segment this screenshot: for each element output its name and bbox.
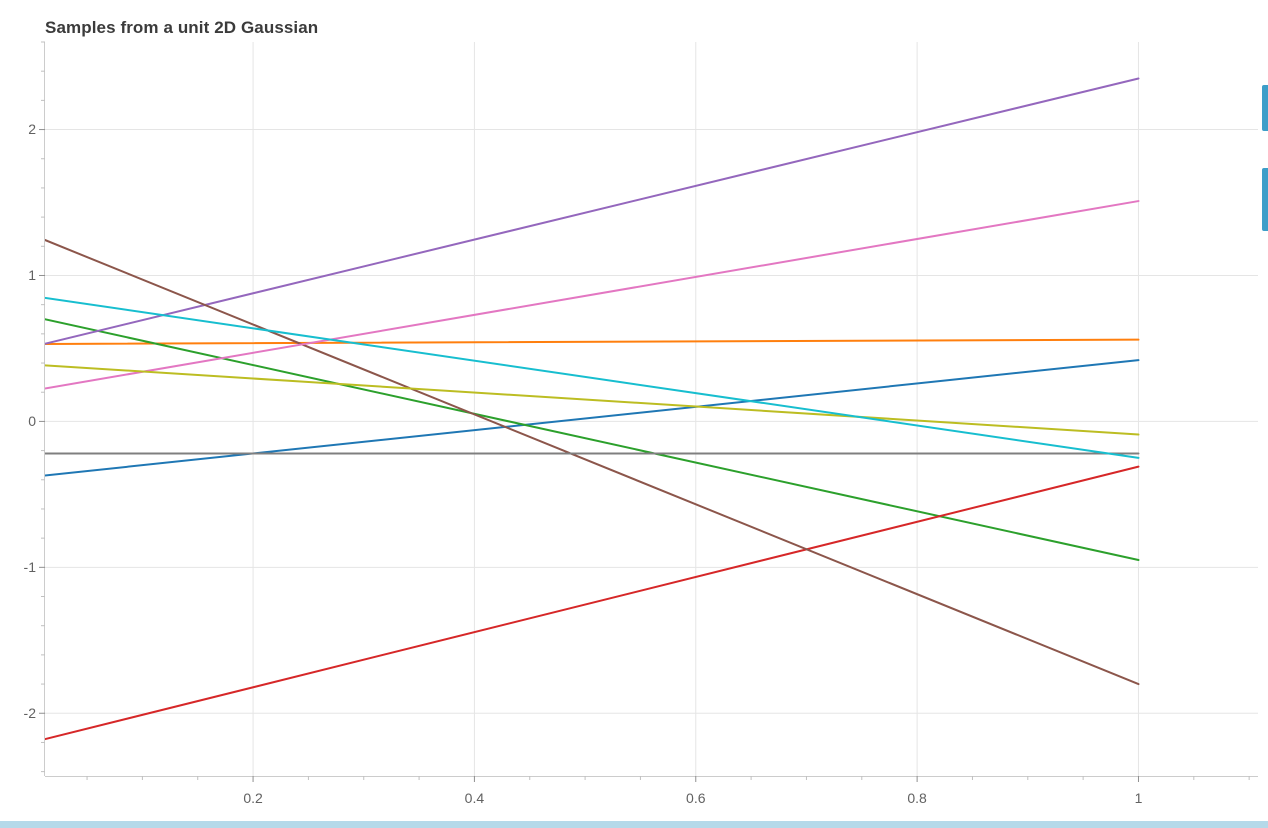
y-tick-label: 2 — [28, 121, 36, 137]
x-tick-label: 1 — [1135, 790, 1143, 806]
series-group — [45, 77, 1140, 741]
horizontal-scrollbar[interactable] — [0, 821, 1268, 828]
series-line-sample-02 — [45, 338, 1140, 346]
x-tick-label: 0.6 — [686, 790, 706, 806]
x-tick-label: 0.4 — [465, 790, 485, 806]
y-tick-label: -2 — [24, 705, 37, 721]
toolbar-button-top[interactable] — [1262, 85, 1268, 131]
series-line-sample-06 — [45, 238, 1140, 686]
chart-title: Samples from a unit 2D Gaussian — [45, 18, 319, 37]
toolbar-button-bottom[interactable] — [1262, 168, 1268, 231]
series-line-sample-04 — [45, 465, 1140, 741]
y-tick-label: 1 — [28, 267, 36, 283]
y-tick-label: 0 — [28, 413, 36, 429]
x-tick-label: 0.2 — [243, 790, 263, 806]
series-line-sample-05 — [45, 77, 1140, 345]
series-line-sample-01 — [45, 359, 1140, 477]
series-line-sample-09 — [45, 364, 1140, 436]
x-tick-label: 0.8 — [907, 790, 927, 806]
y-tick-label: -1 — [24, 559, 37, 575]
series-line-sample-10 — [45, 296, 1140, 459]
series-line-sample-07 — [45, 200, 1140, 390]
series-line-sample-03 — [45, 318, 1140, 562]
